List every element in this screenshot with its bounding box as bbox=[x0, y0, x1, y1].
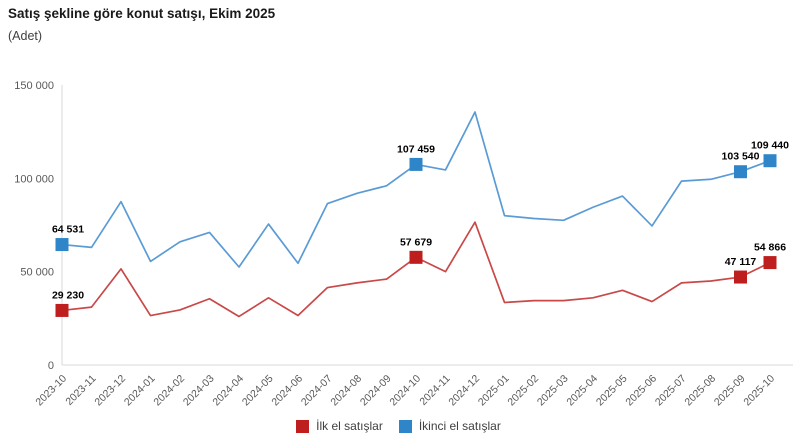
x-axis-tick-label: 2025-03 bbox=[535, 373, 571, 409]
x-axis-tick-label: 2024-12 bbox=[446, 373, 482, 409]
x-axis-tick-label: 2024-03 bbox=[181, 373, 217, 409]
legend-swatch-ilk-el bbox=[296, 419, 310, 433]
legend-label-ikinci-el: İkinci el satışlar bbox=[418, 419, 501, 433]
y-axis-tick-label: 100 000 bbox=[14, 173, 54, 185]
x-axis-tick-label: 2024-01 bbox=[122, 373, 158, 409]
data-point-label-ikinci-el: 107 459 bbox=[397, 143, 435, 155]
x-axis-tick-label: 2024-08 bbox=[328, 373, 364, 409]
chart-legend: İlk el satışlar İkinci el satışlar bbox=[0, 419, 797, 433]
x-axis-tick-label: 2024-07 bbox=[299, 373, 335, 409]
data-point-marker-ilk-el bbox=[55, 303, 69, 317]
x-axis-tick-label: 2025-05 bbox=[594, 373, 630, 409]
data-point-label-ilk-el: 29 230 bbox=[52, 289, 84, 301]
x-axis-tick-label: 2025-06 bbox=[623, 373, 659, 409]
y-axis-tick-label: 150 000 bbox=[14, 80, 54, 92]
data-point-marker-ikinci-el bbox=[409, 157, 423, 171]
x-axis-tick-label: 2024-11 bbox=[417, 373, 452, 408]
x-axis-tick-label: 2024-04 bbox=[210, 373, 246, 409]
x-axis-tick-label: 2025-02 bbox=[505, 373, 541, 409]
legend-label-ilk-el: İlk el satışlar bbox=[316, 419, 383, 433]
data-point-marker-ikinci-el bbox=[763, 154, 777, 168]
y-axis-tick-label: 0 bbox=[48, 360, 54, 372]
data-point-label-ilk-el: 57 679 bbox=[400, 236, 432, 248]
x-axis-tick-label: 2025-08 bbox=[682, 373, 718, 409]
x-axis-tick-label: 2025-10 bbox=[741, 373, 777, 409]
data-point-label-ikinci-el: 103 540 bbox=[722, 151, 760, 163]
x-axis-tick-label: 2024-02 bbox=[151, 373, 187, 409]
data-point-marker-ikinci-el bbox=[734, 165, 747, 179]
legend-item-ikinci-el[interactable]: İkinci el satışlar bbox=[398, 419, 501, 433]
x-axis-tick-label: 2024-05 bbox=[240, 373, 276, 409]
x-axis-tick-label: 2024-09 bbox=[358, 373, 394, 409]
x-axis-tick-label: 2024-06 bbox=[269, 373, 305, 409]
x-axis-tick-label: 2023-10 bbox=[33, 373, 69, 409]
chart-canvas: 0 50 000 100 000 150 000 2023-102023-112023-… bbox=[14, 80, 793, 409]
x-axis-tick-label: 2025-07 bbox=[653, 373, 689, 409]
data-point-marker-ikinci-el bbox=[55, 238, 69, 252]
chart-title: Satış şekline göre konut satışı, Ekim 20… bbox=[8, 6, 276, 21]
legend-item-ilk-el[interactable]: İlk el satışlar bbox=[296, 419, 383, 433]
data-point-marker-ilk-el bbox=[409, 250, 423, 264]
data-point-marker-ilk-el bbox=[734, 270, 747, 284]
y-axis-tick-label: 50 000 bbox=[20, 267, 54, 279]
data-point-marker-ilk-el bbox=[763, 256, 777, 270]
data-point-label-ikinci-el: 109 440 bbox=[751, 140, 789, 152]
x-axis-tick-label: 2025-04 bbox=[564, 373, 600, 409]
data-point-label-ikinci-el: 64 531 bbox=[52, 224, 84, 236]
x-axis-tick-label: 2023-11 bbox=[63, 373, 98, 408]
x-axis-tick-label: 2023-12 bbox=[92, 373, 128, 409]
legend-swatch-ikinci-el bbox=[398, 419, 412, 433]
x-axis-tick-label: 2025-01 bbox=[476, 373, 512, 409]
chart-unit-label: (Adet) bbox=[8, 29, 43, 43]
data-point-label-ilk-el: 47 117 bbox=[725, 256, 757, 268]
data-point-label-ilk-el: 54 866 bbox=[754, 242, 786, 254]
x-axis-tick-label: 2024-10 bbox=[387, 373, 423, 409]
x-axis-tick-label: 2025-09 bbox=[712, 373, 748, 409]
